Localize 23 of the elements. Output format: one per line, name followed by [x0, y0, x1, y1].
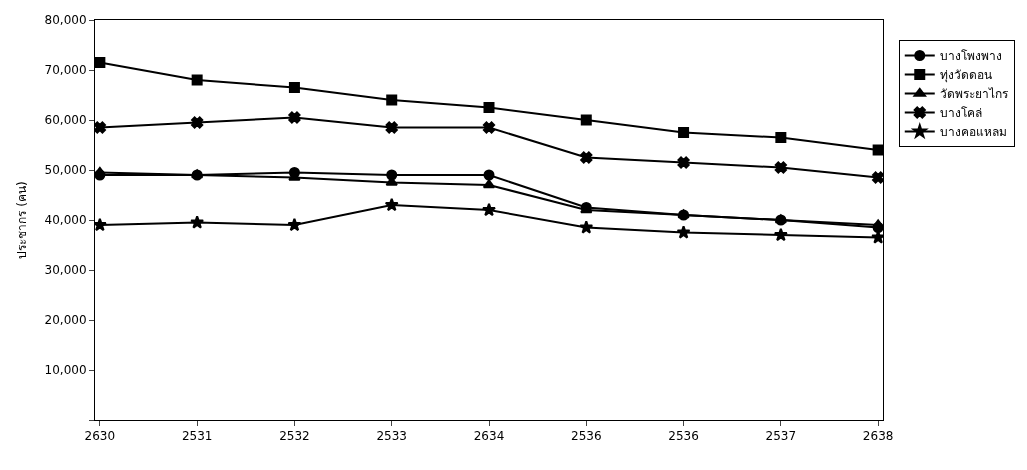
x-tick-label: 2533 [376, 429, 407, 444]
y-tick-label: 50,000 [44, 163, 87, 178]
y-axis-title: ประชากร (คน) [14, 181, 29, 259]
legend-label: วัดพระยาไกร [939, 87, 1009, 102]
x-tick-label: 2536 [668, 429, 699, 444]
y-tick-label: 10,000 [44, 363, 87, 378]
y-tick-label: 40,000 [44, 213, 87, 228]
y-tick-label: 20,000 [44, 313, 87, 328]
legend-label: บางโคล่ [939, 106, 982, 121]
x-tick-label: 2630 [84, 429, 116, 444]
y-tick-label: 80,000 [44, 13, 87, 28]
y-tick-label: 30,000 [44, 263, 87, 278]
x-tick-label: 2536 [571, 429, 602, 444]
x-tick-label: 2532 [279, 429, 310, 444]
x-tick-label: 2638 [862, 429, 894, 444]
x-tick-label: 2537 [765, 429, 797, 444]
x-tick-label: 2531 [181, 429, 213, 444]
y-tick-label: 60,000 [44, 113, 87, 128]
legend-label: ทุ่งวัดดอน [939, 68, 992, 84]
legend-label: บางโพงพาง [939, 49, 1002, 64]
legend-label: บางคอแหลม [939, 125, 1007, 140]
y-tick-label: 70,000 [44, 63, 87, 78]
x-tick-label: 2634 [473, 429, 505, 444]
